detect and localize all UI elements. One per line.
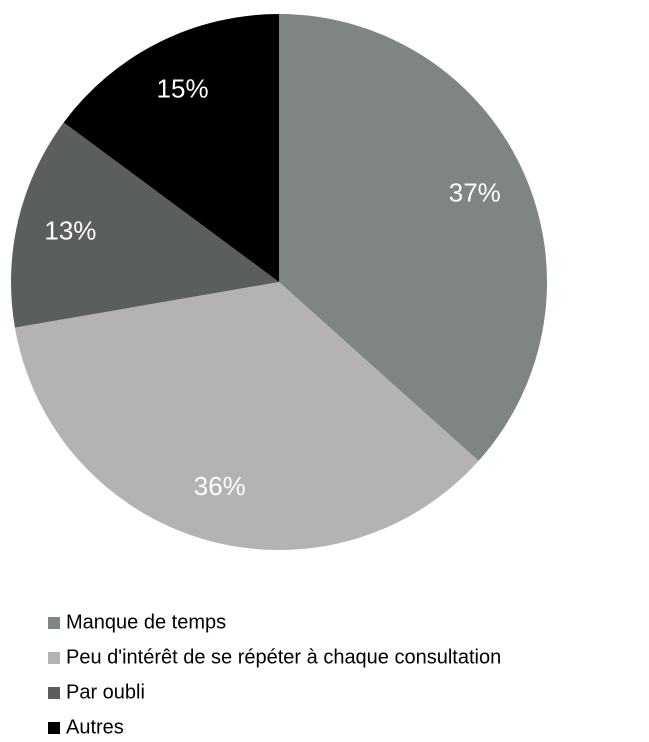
legend-label: Par oubli [66,681,145,703]
data-label: 13% [44,215,96,245]
legend-swatch [48,722,60,734]
pie-slice [10,122,279,328]
pie-slice [63,14,280,282]
pie-slice [279,14,548,461]
data-label: 15% [157,73,209,103]
legend-swatch [48,652,60,664]
legend-swatch [48,687,60,699]
legend-label: Autres [66,716,124,738]
legend-label: Manque de temps [66,611,226,633]
pie-slice [14,282,479,550]
legend-label: Peu d'intérêt de se répéter à chaque con… [66,646,501,668]
legend-swatch [48,617,60,629]
data-label: 36% [194,471,246,501]
data-label: 37% [449,177,501,207]
